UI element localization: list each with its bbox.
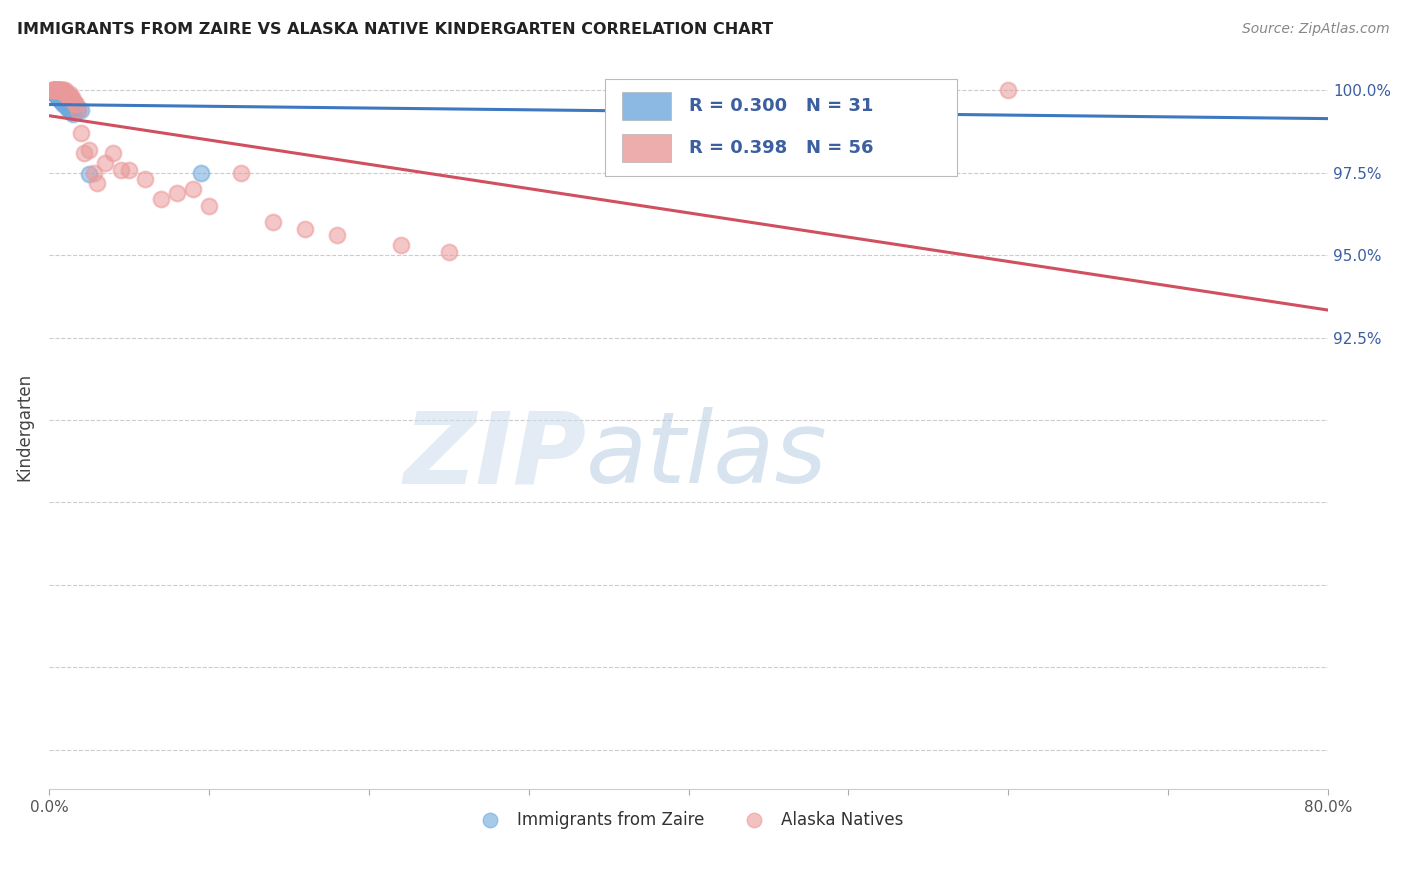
Point (59, 103, 82, 118)
Point (77, 143, 100, 157)
Point (51, 83, 73, 97)
Point (60, 104, 83, 119)
Point (55, 87, 77, 101)
Point (44, 83, 66, 97)
Point (51, 95, 73, 109)
FancyBboxPatch shape (606, 78, 957, 177)
Point (326, 228, 349, 243)
Point (73, 146, 96, 161)
Y-axis label: Kindergarten: Kindergarten (15, 373, 32, 481)
Point (46, 88, 69, 103)
Point (49, 83, 72, 97)
Point (70, 103, 93, 118)
Point (48, 83, 70, 97)
Point (42, 83, 65, 97)
Point (59, 87, 82, 101)
Point (53, 98, 76, 112)
Point (56, 88, 79, 103)
Point (53, 87, 76, 101)
Text: IMMIGRANTS FROM ZAIRE VS ALASKA NATIVE KINDERGARTEN CORRELATION CHART: IMMIGRANTS FROM ZAIRE VS ALASKA NATIVE K… (17, 22, 773, 37)
Point (190, 166, 212, 180)
Point (66, 103, 89, 118)
Point (44, 83, 66, 97)
Point (55, 100, 77, 114)
Point (101, 146, 124, 161)
Point (63, 96, 86, 111)
Point (294, 222, 316, 236)
Point (56, 90, 79, 104)
Point (41, 85, 63, 99)
Point (46, 90, 69, 104)
Point (59, 92, 82, 106)
Point (62, 92, 84, 106)
Point (49, 90, 72, 104)
Point (389, 238, 412, 252)
Point (262, 215, 284, 229)
Point (46, 83, 69, 97)
Point (41, 83, 63, 97)
Point (48, 92, 70, 106)
Text: R = 0.300   N = 31: R = 0.300 N = 31 (689, 97, 873, 115)
Text: Source: ZipAtlas.com: Source: ZipAtlas.com (1241, 22, 1389, 37)
Point (52, 85, 75, 99)
Point (49, 83, 72, 97)
Point (44, 83, 66, 97)
Point (51, 85, 73, 99)
Point (65, 96, 87, 111)
Point (49, 92, 72, 106)
Point (46, 87, 69, 101)
Point (51, 92, 73, 106)
Point (83, 166, 105, 180)
Point (63, 96, 86, 111)
Point (51, 83, 73, 97)
Point (94, 156, 117, 170)
Text: ZIP: ZIP (404, 407, 586, 504)
Point (62, 106, 84, 120)
Point (49, 93, 72, 107)
Point (41, 83, 63, 97)
Point (42, 85, 65, 99)
Point (229, 166, 252, 180)
Point (44, 83, 66, 97)
Point (60, 90, 83, 104)
Point (166, 186, 188, 200)
Text: atlas: atlas (586, 407, 828, 504)
Point (52, 96, 75, 111)
Point (149, 192, 172, 206)
Bar (621, 93, 671, 120)
Point (181, 182, 204, 196)
Text: R = 0.398   N = 56: R = 0.398 N = 56 (689, 139, 873, 157)
Legend: Immigrants from Zaire, Alaska Natives: Immigrants from Zaire, Alaska Natives (467, 804, 910, 835)
Point (997, 83, 1019, 97)
Point (437, 244, 460, 259)
Point (70, 126, 93, 140)
Point (48, 83, 70, 97)
Point (42, 83, 65, 97)
Point (198, 199, 221, 213)
Point (49, 83, 72, 97)
Point (134, 172, 156, 186)
Point (46, 83, 69, 97)
Point (118, 162, 141, 177)
Point (55, 88, 77, 103)
Point (53, 83, 76, 97)
Point (44, 83, 66, 97)
Point (56, 102, 79, 116)
Point (48, 83, 70, 97)
Bar (621, 135, 671, 162)
Point (44, 87, 66, 101)
Point (42, 83, 65, 97)
Point (110, 162, 132, 177)
Point (645, 83, 668, 97)
Point (66, 103, 89, 118)
Point (48, 88, 70, 103)
Point (77, 168, 100, 182)
Point (52, 83, 75, 97)
Point (53, 85, 76, 99)
Point (86, 176, 108, 190)
Point (53, 96, 76, 111)
Point (46, 83, 69, 97)
Point (52, 95, 75, 109)
